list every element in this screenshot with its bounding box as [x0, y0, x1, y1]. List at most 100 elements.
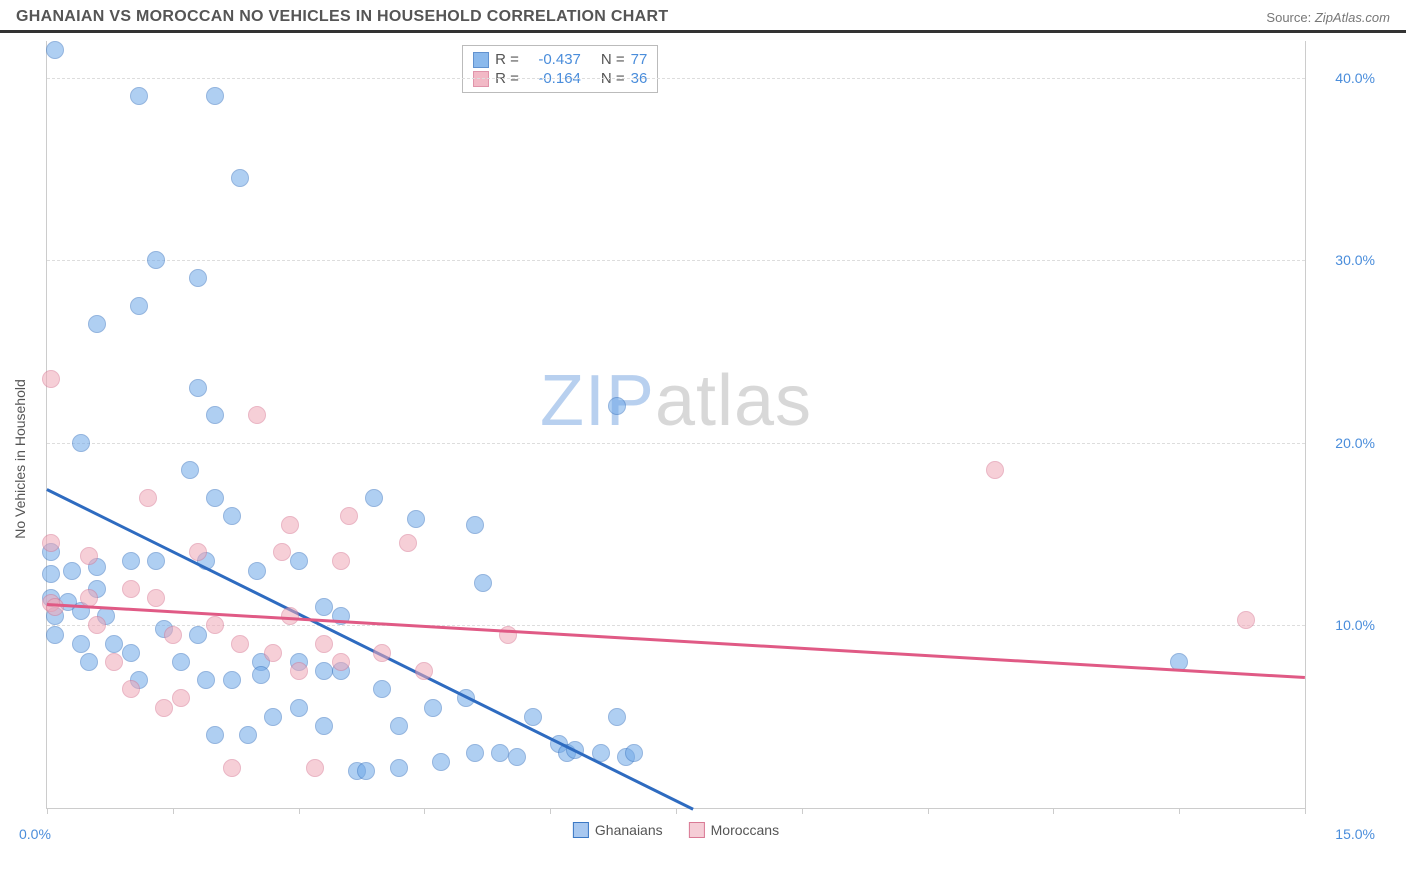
data-point	[147, 589, 165, 607]
data-point	[340, 507, 358, 525]
data-point	[88, 616, 106, 634]
data-point	[986, 461, 1004, 479]
data-point	[122, 680, 140, 698]
data-point	[315, 662, 333, 680]
data-point	[189, 543, 207, 561]
data-point	[197, 671, 215, 689]
data-point	[424, 699, 442, 717]
data-point	[625, 744, 643, 762]
x-tick	[550, 808, 551, 814]
data-point	[42, 565, 60, 583]
data-point	[72, 434, 90, 452]
data-point	[122, 552, 140, 570]
data-point	[206, 489, 224, 507]
data-point	[390, 759, 408, 777]
data-point	[231, 169, 249, 187]
gridline	[47, 625, 1305, 626]
data-point	[474, 574, 492, 592]
data-point	[290, 662, 308, 680]
data-point	[239, 726, 257, 744]
data-point	[1237, 611, 1255, 629]
watermark-zip: ZIP	[540, 361, 655, 441]
x-tick	[802, 808, 803, 814]
data-point	[189, 269, 207, 287]
data-point	[206, 87, 224, 105]
data-point	[399, 534, 417, 552]
x-tick	[928, 808, 929, 814]
data-point	[407, 510, 425, 528]
plot-region: ZIPatlas R =-0.437N =77R =-0.164N =36 Gh…	[46, 41, 1306, 809]
data-point	[206, 406, 224, 424]
x-tick	[173, 808, 174, 814]
data-point	[223, 507, 241, 525]
data-point	[248, 406, 266, 424]
n-value: 77	[631, 51, 648, 68]
x-tick	[424, 808, 425, 814]
x-tick	[1305, 808, 1306, 814]
data-point	[373, 680, 391, 698]
data-point	[315, 635, 333, 653]
data-point	[206, 726, 224, 744]
data-point	[365, 489, 383, 507]
y-tick-label: 10.0%	[1335, 617, 1375, 633]
legend-swatch	[573, 822, 589, 838]
legend-label: Ghanaians	[595, 822, 663, 838]
gridline	[47, 443, 1305, 444]
trendline	[46, 489, 693, 811]
legend-swatch	[473, 52, 489, 68]
data-point	[46, 598, 64, 616]
data-point	[466, 744, 484, 762]
x-tick	[1053, 808, 1054, 814]
data-point	[122, 644, 140, 662]
data-point	[42, 370, 60, 388]
legend-item: Ghanaians	[573, 822, 663, 838]
data-point	[264, 644, 282, 662]
data-point	[80, 653, 98, 671]
y-tick-label: 30.0%	[1335, 252, 1375, 268]
n-label: N =	[601, 51, 625, 68]
data-point	[491, 744, 509, 762]
legend-item: Moroccans	[689, 822, 779, 838]
data-point	[290, 552, 308, 570]
data-point	[223, 671, 241, 689]
data-point	[181, 461, 199, 479]
data-point	[147, 552, 165, 570]
data-point	[172, 653, 190, 671]
x-tick	[299, 808, 300, 814]
data-point	[315, 717, 333, 735]
data-point	[432, 753, 450, 771]
gridline	[47, 260, 1305, 261]
data-point	[206, 616, 224, 634]
x-tick	[47, 808, 48, 814]
data-point	[105, 635, 123, 653]
legend-swatch	[689, 822, 705, 838]
r-value: -0.437	[525, 51, 581, 68]
data-point	[46, 626, 64, 644]
data-point	[273, 543, 291, 561]
data-point	[189, 379, 207, 397]
data-point	[390, 717, 408, 735]
stats-legend-row: R = -0.437 N = 77	[473, 50, 647, 69]
data-point	[332, 653, 350, 671]
data-point	[508, 748, 526, 766]
data-point	[130, 297, 148, 315]
data-point	[46, 41, 64, 59]
data-point	[466, 516, 484, 534]
data-point	[281, 516, 299, 534]
y-axis-label: No Vehicles in Household	[12, 379, 28, 539]
data-point	[608, 708, 626, 726]
data-point	[499, 626, 517, 644]
data-point	[290, 699, 308, 717]
data-point	[139, 489, 157, 507]
watermark: ZIPatlas	[540, 360, 812, 442]
chart-header: GHANAIAN VS MOROCCAN NO VEHICLES IN HOUS…	[0, 0, 1406, 33]
data-point	[252, 666, 270, 684]
r-label: R =	[495, 51, 519, 68]
data-point	[42, 534, 60, 552]
data-point	[223, 759, 241, 777]
y-tick-label: 40.0%	[1335, 70, 1375, 86]
data-point	[264, 708, 282, 726]
data-point	[172, 689, 190, 707]
data-point	[63, 562, 81, 580]
data-point	[130, 87, 148, 105]
